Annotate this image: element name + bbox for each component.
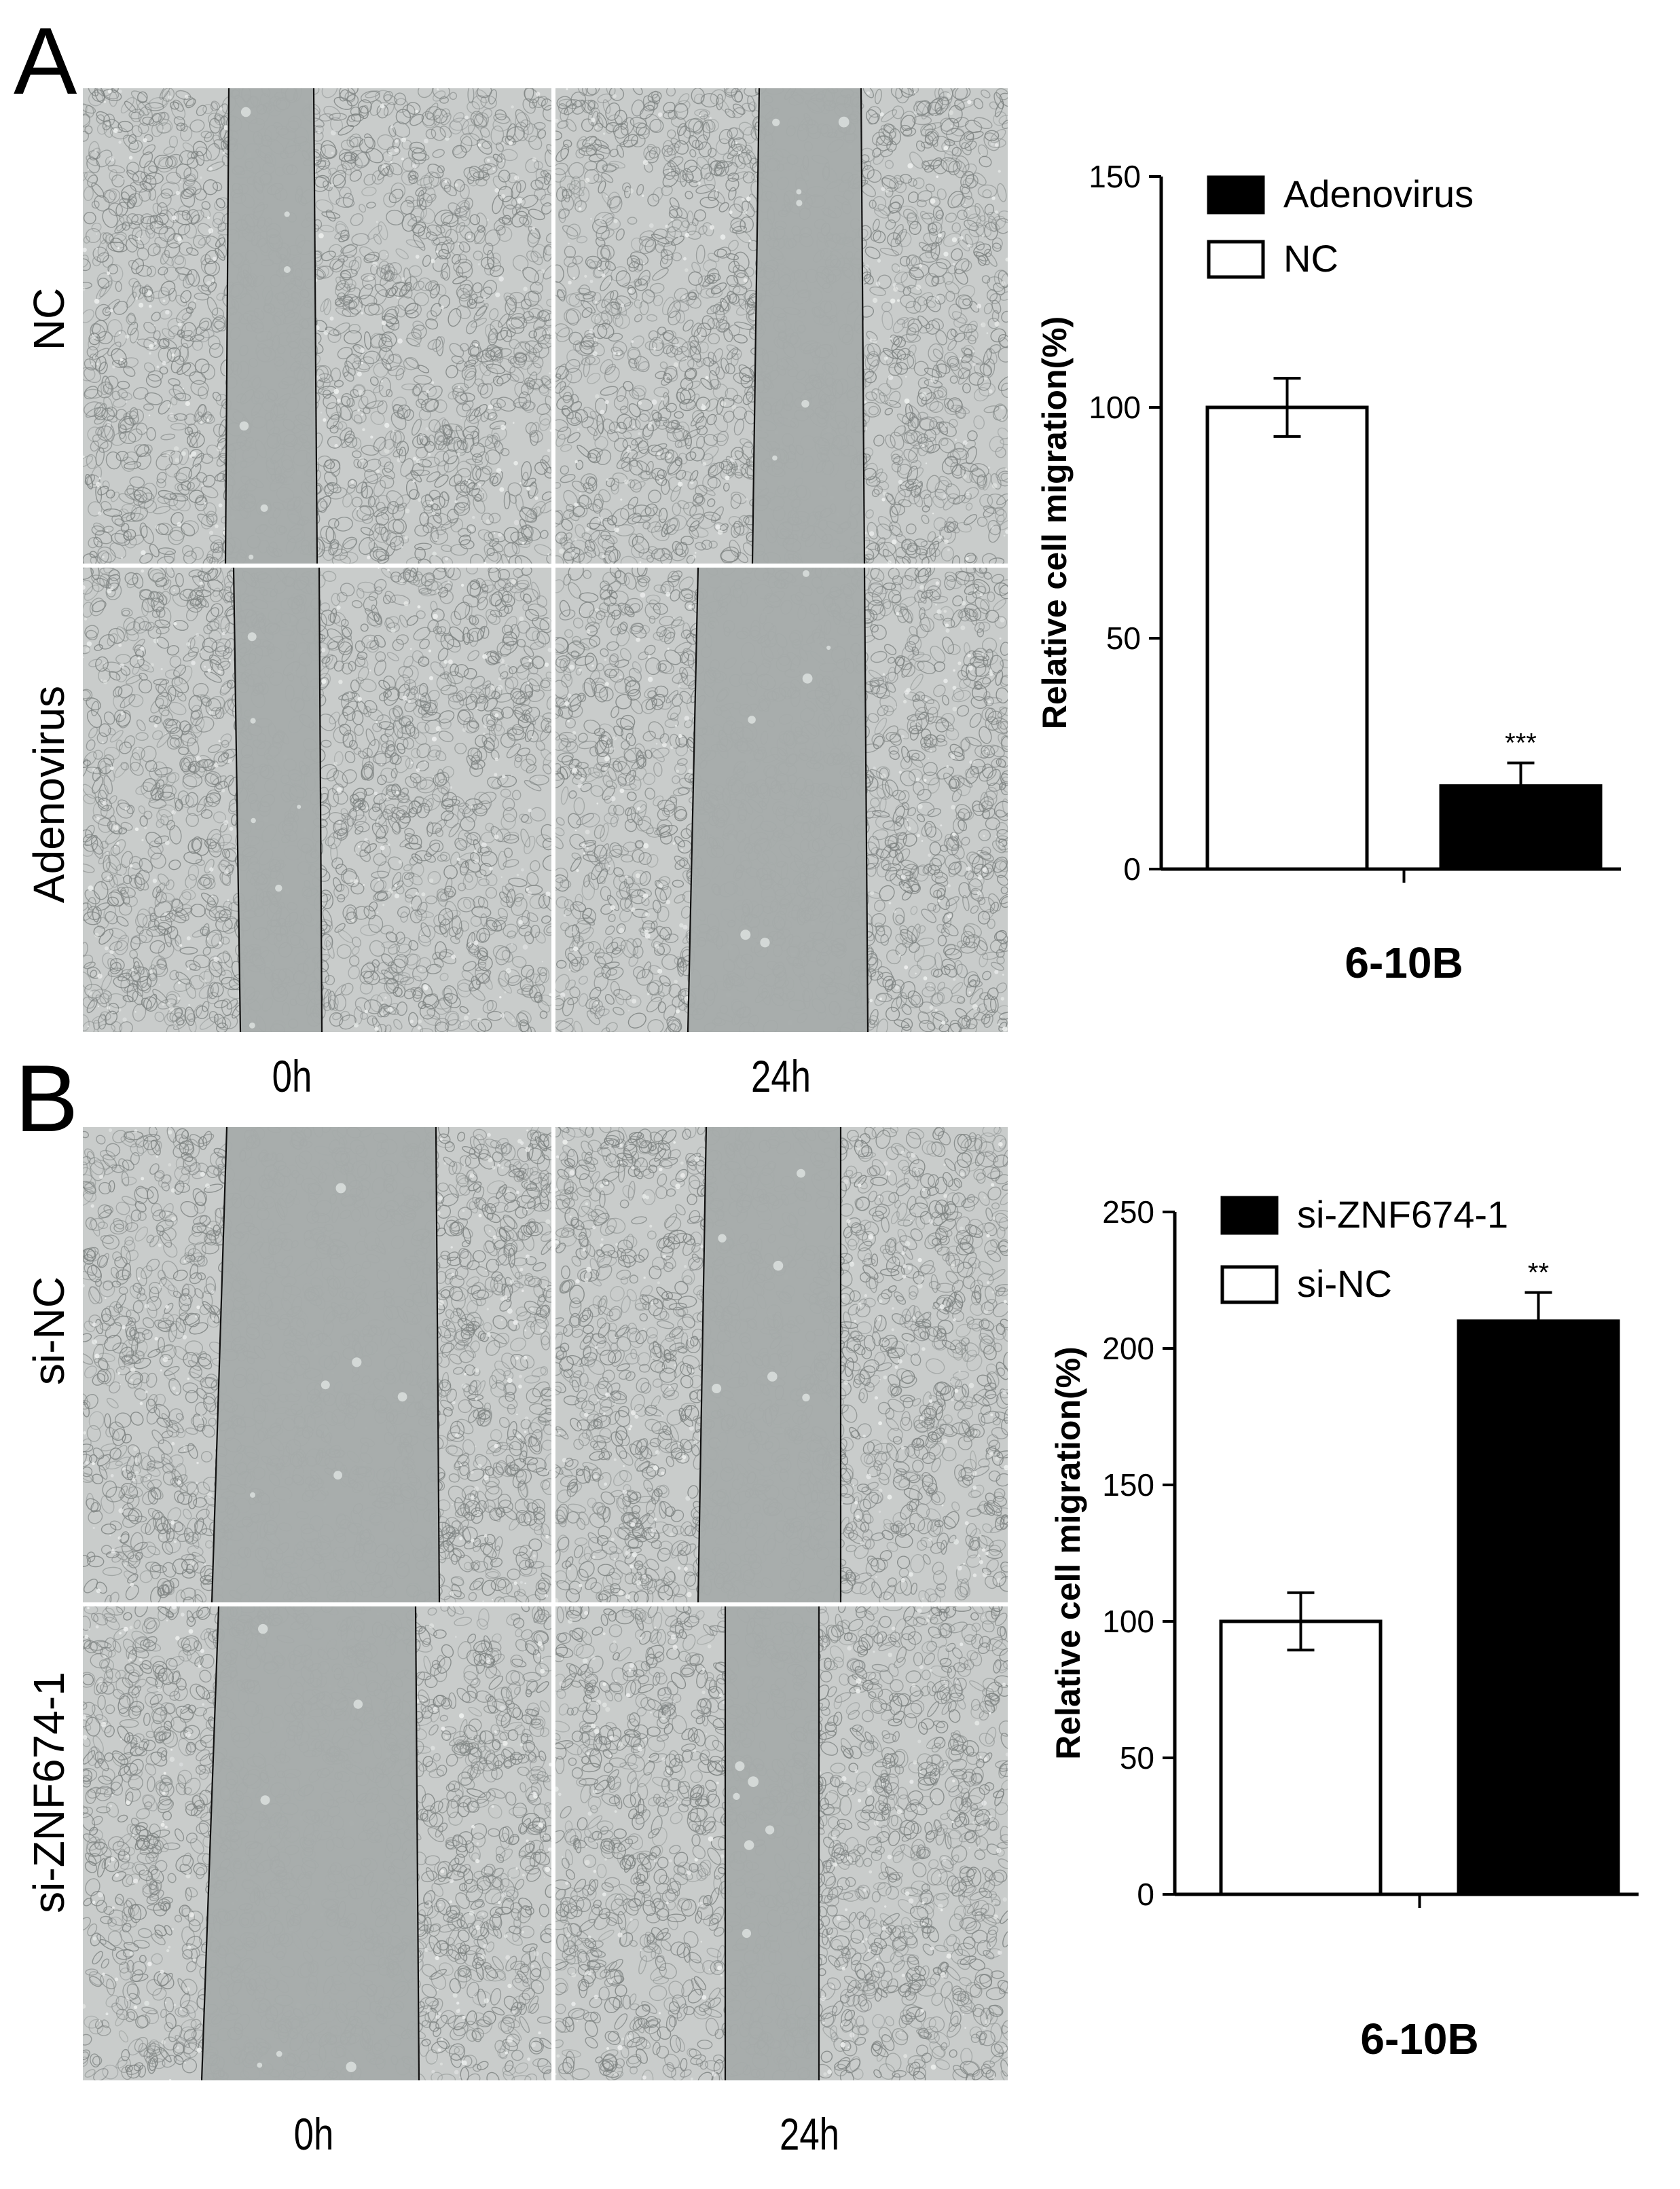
micrograph-si-znf674-1-24h — [555, 1606, 1008, 2080]
micrograph-si-nc-0h — [83, 1127, 551, 1602]
chart-0-legend-label-1: NC — [1283, 237, 1338, 280]
chart-0-ytick-label: 150 — [1089, 159, 1141, 194]
chart-1-ytick-label: 250 — [1102, 1194, 1154, 1230]
chart-0-bar-1 — [1439, 784, 1603, 871]
chart-0-ytick-label: 0 — [1123, 851, 1141, 887]
chart-1-legend-swatch-1 — [1220, 1265, 1279, 1304]
chart-1-ytick-label: 0 — [1137, 1877, 1154, 1912]
panel-a-letter: A — [14, 7, 77, 114]
chart-0-y-axis-label: Relative cell migration(%) — [1036, 316, 1074, 730]
micrograph-adenovirus-0h — [83, 568, 551, 1032]
chart-0-legend-swatch-0 — [1207, 175, 1265, 215]
chart-1-y-axis-label: Relative cell migration(%) — [1049, 1346, 1087, 1760]
chart-1-bar-1 — [1457, 1319, 1620, 1896]
micrograph-adenovirus-24h — [555, 568, 1008, 1032]
chart-0-ytick-label: 50 — [1106, 621, 1141, 656]
chart-0-legend-swatch-1 — [1207, 240, 1265, 279]
micrograph-nc-0h — [83, 88, 551, 564]
micrograph-nc-24h — [555, 88, 1008, 564]
chart-1-x-axis-label: 6-10B — [1360, 2015, 1478, 2063]
row-label-adenovirus: Adenovirus — [24, 685, 73, 904]
chart-1-legend-label-0: si-ZNF674-1 — [1297, 1193, 1508, 1236]
time-label-b-0h: 0h — [293, 2109, 334, 2159]
time-label-a-24h: 24h — [750, 1051, 811, 1101]
chart-1-significance-1: ** — [1528, 1258, 1549, 1288]
chart-1-legend-label-1: si-NC — [1297, 1262, 1392, 1305]
chart-1-ytick-label: 100 — [1102, 1604, 1154, 1639]
chart-1-bar-0 — [1219, 1619, 1383, 1896]
micrograph-si-nc-24h — [555, 1127, 1008, 1602]
chart-0-significance-1: *** — [1505, 729, 1537, 758]
row-label-nc: NC — [24, 287, 73, 351]
time-label-a-0h: 0h — [272, 1051, 312, 1101]
chart-0-ytick-label: 100 — [1089, 390, 1141, 425]
panel-b-letter: B — [15, 1045, 79, 1152]
bar-chart-b: 0 50 100 150 200 250 Relative cell migration(%… — [1049, 1193, 1639, 2063]
chart-1-ytick-label: 150 — [1102, 1467, 1154, 1503]
row-label-si-znf674-1: si-ZNF674-1 — [24, 1672, 73, 1913]
chart-0-x-axis-label: 6-10B — [1345, 938, 1463, 985]
time-label-b-24h: 24h — [779, 2109, 840, 2159]
bar-chart-a: 0 50 100 150 Relative cell migration(%) 6-10B… — [1036, 159, 1621, 985]
chart-1-ytick-label: 50 — [1120, 1740, 1154, 1776]
chart-1-ytick-label: 200 — [1102, 1331, 1154, 1366]
chart-0-bar-0 — [1205, 405, 1369, 871]
chart-1-legend-swatch-0 — [1220, 1196, 1279, 1235]
chart-0-legend-label-0: Adenovirus — [1283, 172, 1474, 215]
row-label-si-nc: si-NC — [24, 1276, 73, 1385]
micrograph-si-znf674-1-0h — [83, 1606, 551, 2080]
